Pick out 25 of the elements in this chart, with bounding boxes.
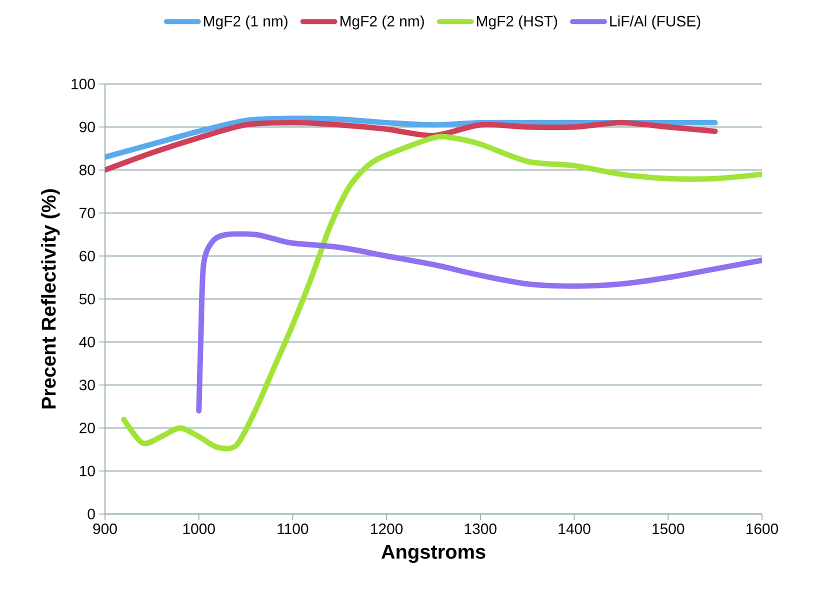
legend-label: MgF2 (HST): [477, 15, 558, 30]
legend-label: MgF2 (2 nm): [340, 15, 424, 30]
y-tick-label: 60: [80, 250, 95, 262]
y-tick-label: 90: [80, 122, 95, 132]
y-tick-label: 0: [88, 508, 95, 520]
x-tick-label: 1400: [558, 524, 590, 534]
x-axis-title: Angstroms: [381, 544, 486, 563]
x-tick-label: 1300: [464, 524, 496, 534]
x-tick-label: 1100: [278, 524, 308, 534]
y-axis-title: Precent Reflectivity (%): [41, 189, 60, 408]
y-tick-label: 80: [80, 164, 95, 176]
x-tick-label: 1500: [652, 524, 684, 534]
y-tick-label: 20: [80, 422, 95, 434]
y-tick-label: 40: [79, 336, 95, 348]
y-tick-label: 100: [72, 78, 95, 90]
y-tick-label: 10: [80, 466, 95, 476]
y-tick-label: 30: [79, 380, 95, 390]
x-tick-label: 1600: [746, 524, 778, 534]
y-tick-label: 70: [80, 208, 95, 218]
x-tick-label: 900: [93, 524, 117, 534]
y-tick-label: 50: [79, 294, 95, 304]
x-tick-label: 1000: [183, 524, 215, 534]
legend-label: MgF2 (1 nm): [204, 15, 288, 30]
legend-label: LiF/Al (FUSE): [610, 15, 700, 30]
x-tick-label: 1200: [371, 524, 403, 534]
